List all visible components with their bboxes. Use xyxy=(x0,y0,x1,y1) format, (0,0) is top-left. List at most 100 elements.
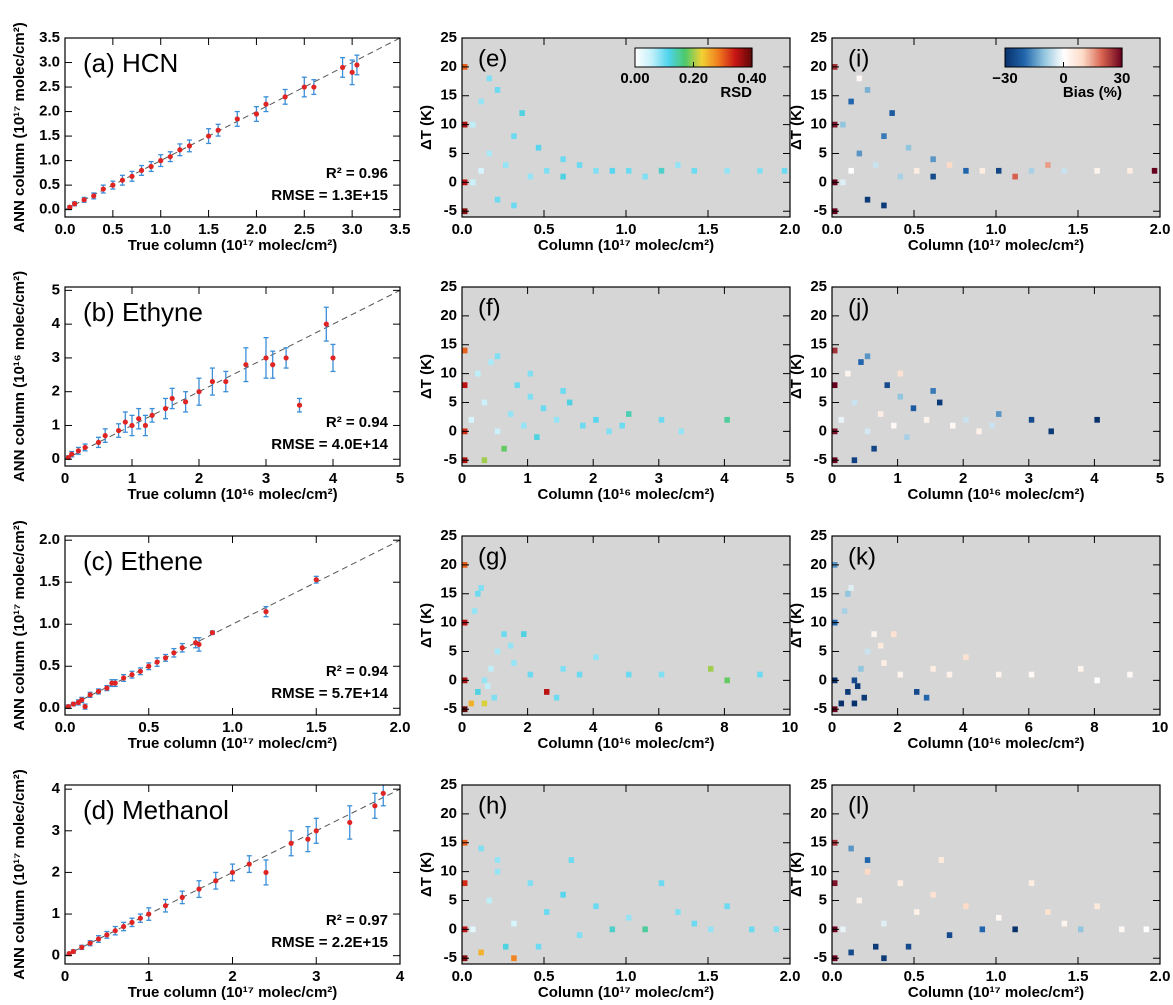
point xyxy=(70,948,76,955)
plot-area xyxy=(832,785,1160,964)
no-data-background xyxy=(462,785,790,964)
y-tick-label: -5 xyxy=(444,202,457,219)
colorbar-step xyxy=(1059,48,1063,67)
point xyxy=(69,451,75,457)
heat-cell xyxy=(877,411,884,417)
x-tick-label: 0 xyxy=(828,470,836,487)
heat-cell xyxy=(494,196,501,203)
y-tick-label: 1 xyxy=(52,905,60,922)
plot-area xyxy=(832,536,1160,715)
heat-cell xyxy=(470,926,476,933)
x-axis-label: Column (10¹⁷ molec/cm²) xyxy=(538,237,714,254)
panel-title: (d) Methanol xyxy=(83,795,229,825)
point xyxy=(196,641,202,648)
panel-title: (c) Ethene xyxy=(83,546,203,576)
heat-cell xyxy=(724,167,730,174)
point xyxy=(104,685,110,691)
point xyxy=(234,116,240,122)
colorbar-step xyxy=(716,48,720,67)
point xyxy=(122,419,128,425)
colorbar-step xyxy=(1073,48,1076,67)
x-tick-label: 2 xyxy=(523,719,531,736)
y-tick-label: 10 xyxy=(440,365,457,382)
heat-cell xyxy=(724,416,730,423)
heat-cell xyxy=(478,949,484,956)
colorbar-step xyxy=(687,48,691,67)
point xyxy=(79,944,85,950)
x-tick-label: 1.5 xyxy=(1068,221,1089,238)
point xyxy=(149,412,155,418)
y-tick-label: 20 xyxy=(440,58,457,75)
heat-cell xyxy=(914,167,920,174)
x-tick-label: 8 xyxy=(1090,719,1098,736)
colorbar-step xyxy=(652,48,656,67)
x-tick-label: 4 xyxy=(329,470,338,487)
colorbar-step xyxy=(1081,48,1084,67)
y-tick-label: 20 xyxy=(810,58,827,75)
colorbar-step xyxy=(1026,48,1029,67)
colorbar-step xyxy=(1012,48,1016,67)
heat-cell xyxy=(593,903,599,910)
y-tick-label: -5 xyxy=(444,949,457,966)
heat-cell xyxy=(560,665,566,672)
colorbar-step xyxy=(679,48,683,67)
point xyxy=(137,668,143,674)
x-tick-label: 0.5 xyxy=(138,719,159,736)
x-tick-label: 3 xyxy=(312,968,320,985)
heat-cell xyxy=(930,891,936,898)
x-tick-label: 1 xyxy=(145,968,153,985)
y-tick-label: -5 xyxy=(814,451,827,468)
colorbar-step xyxy=(1071,48,1074,67)
y-tick-label: 1.0 xyxy=(39,152,60,169)
heat-cell xyxy=(845,590,851,597)
x-tick-label: 0.0 xyxy=(55,719,76,736)
heat-cell xyxy=(568,857,575,863)
x-tick-label: 4 xyxy=(396,968,405,985)
colorbar-step xyxy=(1049,48,1053,67)
y-tick-label: 0 xyxy=(449,671,457,688)
colorbar-step xyxy=(1083,48,1086,67)
x-tick-label: 10 xyxy=(782,719,799,736)
heat-cell xyxy=(881,955,887,962)
heat-cell xyxy=(1012,926,1018,933)
heat-cell xyxy=(845,689,851,695)
heat-cell xyxy=(468,700,475,707)
colorbar-tick-label: 30 xyxy=(1114,70,1131,87)
point xyxy=(154,659,160,665)
y-tick-label: 5 xyxy=(819,393,827,410)
y-tick-label: -5 xyxy=(444,700,457,717)
y-tick-label: 2 xyxy=(52,383,60,400)
heat-cell xyxy=(996,167,1002,174)
panel-title: (e) xyxy=(478,45,507,72)
colorbar-step xyxy=(1092,48,1096,67)
heat-cell xyxy=(462,347,468,354)
heat-cell xyxy=(486,897,493,904)
colorbar-step xyxy=(654,48,658,67)
heat-cell xyxy=(478,585,484,591)
heat-cell xyxy=(864,353,871,360)
heat-cell xyxy=(858,359,864,365)
y-tick-label: 5 xyxy=(449,393,457,410)
point xyxy=(263,869,269,876)
heat-cell xyxy=(1094,677,1100,684)
x-tick-label: 1.5 xyxy=(198,221,219,238)
colorbar-step xyxy=(1047,48,1051,67)
y-axis-label: ANN column (10¹⁶ molec/cm²) xyxy=(11,271,28,482)
point xyxy=(109,680,115,686)
point xyxy=(253,111,260,117)
point xyxy=(121,923,127,930)
heat-cell xyxy=(845,370,851,377)
heat-cell xyxy=(475,689,481,695)
heat-cell xyxy=(910,405,917,412)
no-data-background xyxy=(462,38,790,217)
heat-cell xyxy=(856,897,863,904)
plot-area xyxy=(832,38,1160,217)
x-tick-label: 0 xyxy=(61,470,69,487)
heat-cell xyxy=(521,631,527,638)
y-tick-label: 25 xyxy=(810,278,827,295)
x-axis-label: Column (10¹⁷ molec/cm²) xyxy=(908,237,1084,254)
heat-cell xyxy=(1045,162,1051,168)
y-tick-label: 3 xyxy=(52,349,60,366)
x-tick-label: 1.0 xyxy=(986,221,1007,238)
